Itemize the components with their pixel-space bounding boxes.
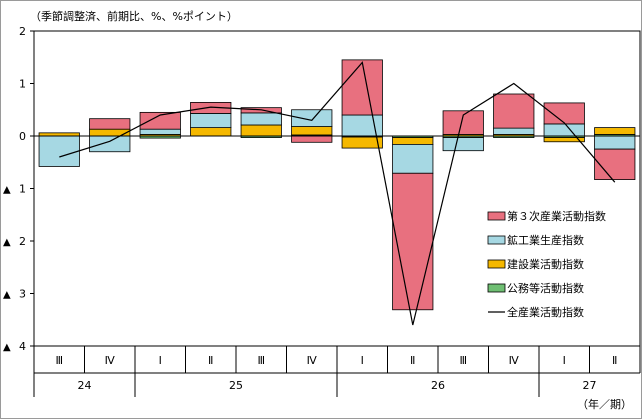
bar-segment <box>493 93 535 129</box>
bar-segment <box>89 128 131 137</box>
bar-segment <box>139 128 181 135</box>
legend-swatch <box>487 259 506 269</box>
x-tick-label: Ⅲ <box>459 354 467 367</box>
bar-segment <box>89 118 131 130</box>
x-tick-label: Ⅰ <box>361 354 364 367</box>
bar-segment <box>594 135 636 150</box>
y-tick-label: 3 <box>19 288 26 301</box>
bar-segment <box>240 124 282 137</box>
x-axis: Ⅲ Ⅳ Ⅰ Ⅱ Ⅲ Ⅳ Ⅰ Ⅱ Ⅲ Ⅳ Ⅰ Ⅱ 24 25 26 27 <box>33 346 641 397</box>
bar-segment <box>291 126 333 136</box>
bar-segment <box>543 137 585 143</box>
line-layer <box>59 61 616 326</box>
legend-label: 第３次産業活動指数 <box>507 209 606 223</box>
bar-segment <box>38 135 80 167</box>
x-tick-label: Ⅰ <box>159 354 162 367</box>
x-tick-label: Ⅳ <box>307 354 318 367</box>
bar-segment <box>392 172 434 311</box>
total-index-line <box>59 61 616 326</box>
unit-label: （季節調整済、前期比、%、%ポイント） <box>30 9 238 23</box>
y-tick-negative-marker: ▲ <box>3 290 11 301</box>
bar-segment <box>89 135 131 153</box>
x-tick-label: Ⅳ <box>509 354 520 367</box>
year-label: 24 <box>78 379 92 392</box>
year-label: 26 <box>431 379 445 392</box>
y-tick-negative-marker: ▲ <box>3 342 11 353</box>
bar-segment <box>291 109 333 127</box>
bar-segment <box>442 110 484 135</box>
year-label: 25 <box>229 379 243 392</box>
bar-segment <box>190 127 232 137</box>
legend-swatch <box>487 235 506 245</box>
legend-label: 全産業活動指数 <box>507 305 584 319</box>
x-tick-label: Ⅳ <box>105 354 116 367</box>
bar-segment <box>240 112 282 126</box>
x-tick-label: Ⅲ <box>257 354 265 367</box>
x-tick-label: Ⅲ <box>55 354 63 367</box>
bar-segment <box>139 111 181 130</box>
bar-layer <box>38 59 636 311</box>
legend-label: 建設業活動指数 <box>507 257 584 271</box>
y-tick-label: 4 <box>19 340 26 353</box>
bar-segment <box>190 113 232 129</box>
year-label: 27 <box>583 379 597 392</box>
x-tick-label: Ⅱ <box>612 354 617 367</box>
y-tick-label: 0 <box>19 130 26 143</box>
legend-label: 鉱工業生産指数 <box>507 233 584 247</box>
plot-area-border <box>33 30 641 347</box>
bar-segment <box>594 148 636 180</box>
bar-segment <box>291 135 333 143</box>
bar-segment <box>341 59 383 116</box>
y-tick-label: 2 <box>19 25 26 38</box>
x-axis-label: （年／期） <box>577 397 632 411</box>
x-tick-label: Ⅰ <box>563 354 566 367</box>
bar-segment <box>594 127 636 135</box>
bar-segment <box>442 137 484 152</box>
legend-label: 公務等活動指数 <box>507 281 584 295</box>
bar-segment <box>493 127 535 135</box>
y-axis: 2 1 0 ▲ 1 ▲ 2 ▲ 3 ▲ 4 <box>3 25 641 353</box>
bar-segment <box>543 123 585 137</box>
y-tick-negative-marker: ▲ <box>3 185 11 196</box>
y-tick-label: 1 <box>19 78 26 91</box>
y-tick-label: 2 <box>19 235 26 248</box>
y-tick-label: 1 <box>19 183 26 196</box>
y-tick-negative-marker: ▲ <box>3 237 11 248</box>
x-tick-label: Ⅱ <box>208 354 213 367</box>
bar-segment <box>341 136 383 149</box>
bar-segment <box>392 137 434 145</box>
legend-swatch <box>487 211 506 221</box>
legend-swatch <box>487 283 506 293</box>
x-tick-label: Ⅱ <box>410 354 415 367</box>
bar-segment <box>543 102 585 125</box>
bar-segment <box>392 143 434 174</box>
